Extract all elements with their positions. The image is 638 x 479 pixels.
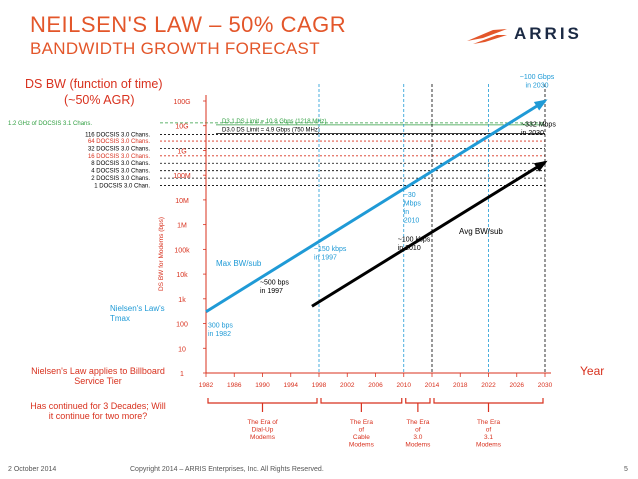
- point-label: in: [404, 209, 410, 216]
- era-bracket: [207, 398, 318, 404]
- y-axis-label: DS BW for Modems (bps): [158, 217, 165, 291]
- x-tick-label: 2002: [340, 382, 355, 389]
- era-label: of: [486, 427, 492, 434]
- point-label: Mbps: [404, 201, 422, 208]
- x-tick-label: 1990: [255, 382, 270, 389]
- slide-subtitle: BANDWIDTH GROWTH FORECAST: [30, 39, 320, 58]
- reference-line-label: 32 DOCSIS 3.0 Chans.: [88, 146, 150, 152]
- x-axis-label: Year: [580, 364, 604, 378]
- series-label: Nielsen's Law's: [110, 304, 165, 313]
- point-label: in 2030: [521, 130, 544, 137]
- footer-copyright: Copyright 2014 – ARRIS Enterprises, Inc.…: [130, 466, 324, 473]
- note-question: Has continued for 3 Decades; Will it con…: [30, 401, 166, 421]
- reference-line-label: 4 DOCSIS 3.0 Chans.: [91, 169, 150, 175]
- x-tick-label: 2014: [425, 382, 440, 389]
- era-label: The Era: [477, 419, 501, 426]
- point-label: in 2030: [526, 83, 549, 90]
- y-tick-label: 100: [176, 322, 188, 329]
- x-tick-label: 1998: [312, 382, 327, 389]
- x-tick-label: 1994: [284, 382, 299, 389]
- y-tick-label: 1k: [178, 297, 186, 304]
- y-tick-label: 100M: [173, 173, 191, 180]
- max-bw-line: [205, 99, 546, 314]
- x-tick-label: 1982: [199, 382, 214, 389]
- reference-line-label: 116 DOCSIS 3.0 Chans.: [85, 133, 150, 139]
- y-tick-label: 100k: [174, 247, 190, 254]
- point-label: 2010: [404, 218, 420, 225]
- y-tick-label: 1: [180, 371, 184, 378]
- series-label: Avg BW/sub: [459, 227, 503, 236]
- point-label: in 1982: [208, 331, 231, 338]
- point-label: in 1997: [260, 288, 283, 295]
- reference-line-label: 1.2 GHz of DOCSIS 3.1 Chans.: [8, 121, 92, 127]
- chart-title: (~50% AGR): [64, 93, 135, 107]
- era-label: The Era of: [247, 419, 278, 426]
- era-label: of: [359, 427, 365, 434]
- point-label: ~150 kbps: [314, 246, 347, 253]
- x-tick-label: 2026: [510, 382, 525, 389]
- arris-logo-icon: [467, 29, 507, 44]
- reference-line-label: D3.0 DS Limit = 4.9 Gbps (750 MHz): [222, 127, 320, 133]
- era-bracket: [405, 398, 431, 404]
- series-label: Tmax: [110, 314, 130, 323]
- point-label: ~100 kbps: [398, 236, 431, 243]
- note-applies: Nielsen's Law applies to Billboard Servi…: [31, 366, 165, 386]
- era-label: Cable: [353, 434, 370, 441]
- x-tick-label: 2010: [397, 382, 412, 389]
- avg-bw-line: [311, 161, 546, 308]
- chart-title: DS BW (function of time): [25, 77, 163, 91]
- y-tick-label: 1G: [177, 148, 186, 155]
- point-label: ~332 Mbps: [521, 121, 556, 128]
- era-bracket: [433, 398, 544, 404]
- era-label: The Era: [406, 419, 430, 426]
- logo-text: ARRIS: [514, 24, 582, 43]
- reference-line-label: 64 DOCSIS 3.0 Chans.: [88, 139, 150, 145]
- y-tick-label: 10G: [175, 124, 188, 131]
- reference-line-label: 1 DOCSIS 3.0 Chan.: [94, 184, 150, 190]
- x-tick-label: 2006: [368, 382, 383, 389]
- y-tick-label: 10M: [175, 198, 189, 205]
- footer-date: 2 October 2014: [8, 466, 57, 473]
- era-label: 3.0: [413, 434, 422, 441]
- y-tick-label: 100G: [173, 99, 190, 106]
- era-label: Modems: [476, 442, 502, 449]
- y-tick-label: 10: [178, 346, 186, 353]
- point-label: in 2010: [398, 245, 421, 252]
- y-tick-label: 10k: [176, 272, 188, 279]
- era-label: Modems: [405, 442, 431, 449]
- era-bracket: [320, 398, 403, 404]
- x-tick-label: 1986: [227, 382, 242, 389]
- y-tick-label: 1M: [177, 223, 187, 230]
- era-label: The Era: [350, 419, 374, 426]
- era-label: Modems: [250, 434, 276, 441]
- era-label: 3.1: [484, 434, 493, 441]
- point-label: in 1997: [314, 255, 337, 262]
- max-bw-arrow: [533, 99, 548, 111]
- era-label: Dial-Up: [252, 427, 274, 434]
- x-tick-label: 2030: [538, 382, 553, 389]
- point-label: 300 bps: [208, 323, 233, 330]
- x-tick-label: 2018: [453, 382, 468, 389]
- point-label: ~500 bps: [260, 279, 289, 286]
- point-label: ~30: [404, 192, 416, 199]
- series-label: Max BW/sub: [216, 259, 262, 268]
- x-tick-label: 2022: [481, 382, 496, 389]
- reference-line-label: 2 DOCSIS 3.0 Chans.: [91, 176, 150, 182]
- point-label: ~100 Gbps: [520, 74, 555, 81]
- avg-bw-arrow: [533, 160, 548, 172]
- reference-line-label: D3.1 DS Limit = 10.8 Gbps (1218 MHz): [222, 119, 327, 125]
- era-label: of: [415, 427, 421, 434]
- page-number: 5: [624, 466, 628, 473]
- reference-line-label: 16 DOCSIS 3.0 Chans.: [88, 154, 150, 160]
- era-label: Modems: [349, 442, 375, 449]
- reference-line-label: 8 DOCSIS 3.0 Chans.: [91, 161, 150, 167]
- slide-title: NEILSEN'S LAW – 50% CAGR: [30, 12, 347, 37]
